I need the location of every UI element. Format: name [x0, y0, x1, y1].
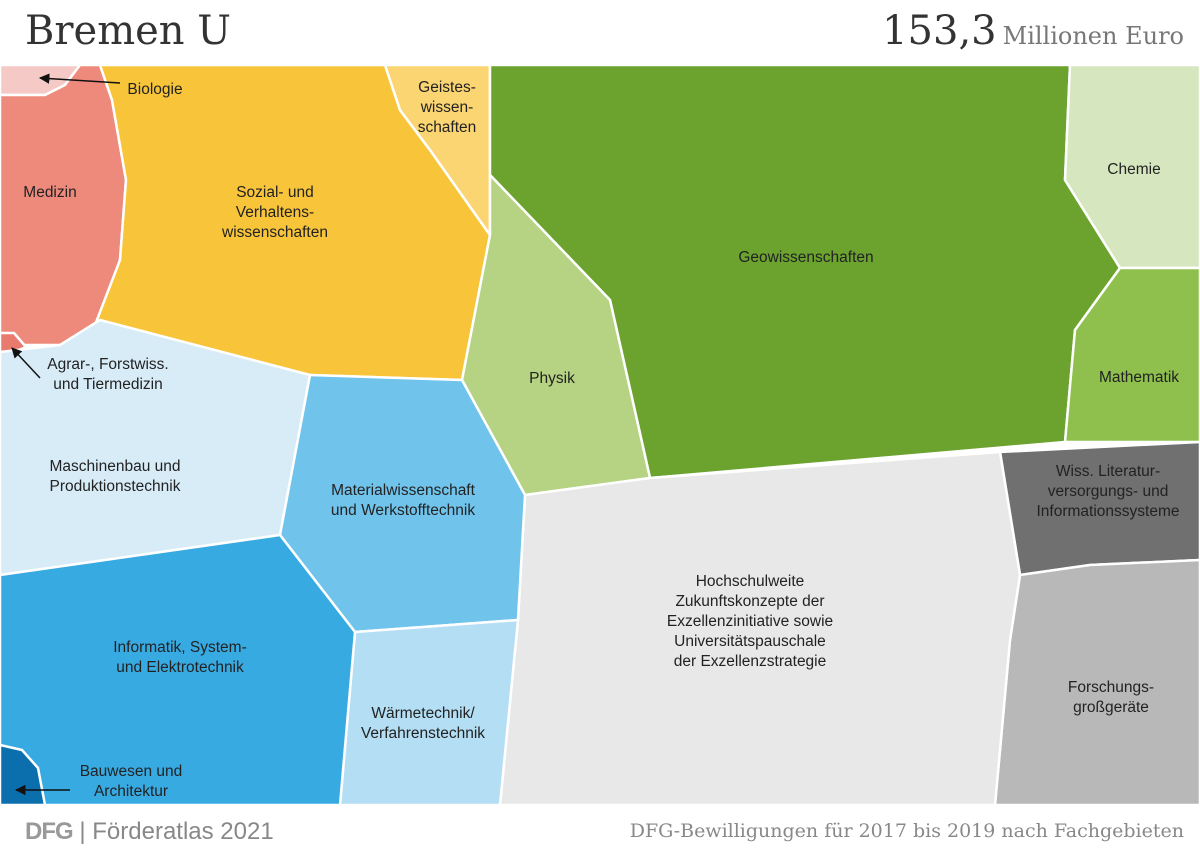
label-line: der Exzellenzstrategie: [674, 653, 827, 670]
label-line: Zukunftskonzepte der: [675, 593, 824, 610]
label-mathematik: Mathematik: [1099, 369, 1179, 386]
label-wärmetechnik-verfahrenstechnik: Wärmetechnik/Verfahrenstechnik: [361, 705, 485, 742]
label-line: Bauwesen und: [80, 763, 183, 780]
label-line: Sozial- und: [236, 184, 314, 201]
label-line: wissen-: [420, 99, 474, 116]
label-line: Informationssysteme: [1037, 503, 1180, 520]
label-line: Materialwissenschaft: [331, 482, 476, 499]
footer-caption: DFG-Bewilligungen für 2017 bis 2019 nach…: [629, 820, 1184, 842]
dfg-logo: DFG: [25, 818, 74, 845]
label-line: und Werkstofftechnik: [331, 502, 475, 519]
label-line: Biologie: [127, 81, 182, 98]
label-line: Medizin: [23, 184, 76, 201]
total-unit: Millionen Euro: [1002, 22, 1184, 50]
label-line: Exzellenzinitiative sowie: [667, 613, 833, 630]
chart-title: Bremen U: [25, 8, 231, 54]
label-sozial-und-verhaltens-wissenschaften: Sozial- und Verhaltens-wissenschaften: [221, 184, 328, 241]
label-line: und Elektrotechnik: [116, 659, 244, 676]
cell-informatik-system-und-elektrotechnik: [0, 533, 357, 807]
label-line: Verfahrenstechnik: [361, 725, 485, 742]
label-maschinenbau-und-produktionstechnik: Maschinenbau und Produktionstechnik: [50, 458, 181, 495]
footer-separator: |: [79, 818, 86, 845]
label-line: Geistes-: [418, 79, 476, 96]
label-line: Universitätspauschale: [674, 633, 826, 650]
leader-arrow-agrar-forstwiss-und-tiermedizin: [11, 347, 41, 379]
label-line: Physik: [529, 370, 575, 387]
label-line: Architektur: [94, 783, 168, 800]
label-informatik-system-und-elektrotechnik: Informatik, System-und Elektrotechnik: [113, 639, 247, 676]
label-line: Agrar-, Forstwiss.: [47, 356, 168, 373]
label-line: Chemie: [1107, 161, 1160, 178]
label-chemie: Chemie: [1107, 161, 1160, 178]
label-agrar-forstwiss-und-tiermedizin: Agrar-, Forstwiss. und Tiermedizin: [47, 356, 168, 393]
label-line: großgeräte: [1073, 699, 1149, 716]
total-funding: 153,3 Millionen Euro: [882, 8, 1184, 54]
label-forschungs-großgeräte: Forschungs-großgeräte: [1068, 679, 1154, 716]
label-line: Mathematik: [1099, 369, 1179, 386]
label-line: Verhaltens-: [236, 204, 314, 221]
label-line: Wiss. Literatur-: [1056, 463, 1160, 480]
footer-publication: Förderatlas 2021: [92, 818, 274, 845]
label-line: Forschungs-: [1068, 679, 1154, 696]
label-line: wissenschaften: [221, 224, 328, 241]
label-line: Maschinenbau und: [50, 458, 181, 475]
label-line: und Tiermedizin: [53, 376, 162, 393]
label-line: versorgungs- und: [1048, 483, 1169, 500]
label-materialwissenschaft-und-werkstofftechnik: Materialwissenschaft und Werkstofftechnik: [331, 482, 476, 519]
label-line: Geowissenschaften: [738, 249, 873, 266]
label-line: Wärmetechnik/: [371, 705, 475, 722]
label-geistes-wissen-schaften: Geistes-wissen-schaften: [418, 79, 477, 136]
label-line: Informatik, System-: [113, 639, 247, 656]
label-biologie: Biologie: [127, 81, 182, 98]
footer-branding: DFG | Förderatlas 2021: [25, 818, 274, 846]
total-value: 153,3: [882, 8, 997, 54]
cell-geistes-wissen-schaften: [383, 63, 492, 237]
leader-arrow-biologie: [38, 73, 121, 84]
cell-mathematik: [1063, 266, 1200, 444]
label-physik: Physik: [529, 370, 575, 387]
label-line: Produktionstechnik: [50, 478, 181, 495]
label-bauwesen-und-architektur: Bauwesen und Architektur: [80, 763, 183, 800]
label-line: Hochschulweite: [696, 573, 805, 590]
label-wiss-literatur-versorgungs-und-informationssysteme: Wiss. Literatur-versorgungs- und Informat…: [1037, 463, 1180, 520]
label-line: schaften: [418, 119, 477, 136]
label-geowissenschaften: Geowissenschaften: [738, 249, 873, 266]
label-hochschulweite-zukunftskonzepte-der-exzellenzinitiative-sowie-universitätspauschale-der-exzellenzstrategie: Hochschulweite Zukunftskonzepte der Exzell…: [667, 573, 833, 670]
label-medizin: Medizin: [23, 184, 76, 201]
